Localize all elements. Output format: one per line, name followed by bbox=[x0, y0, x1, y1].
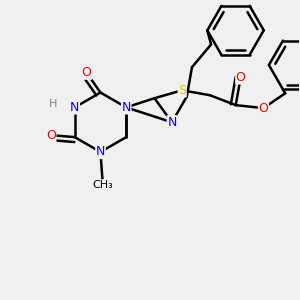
Text: O: O bbox=[259, 102, 269, 115]
Text: N: N bbox=[96, 146, 105, 158]
Text: N: N bbox=[70, 101, 80, 114]
Text: S: S bbox=[178, 84, 186, 97]
Text: N: N bbox=[122, 101, 131, 114]
Text: O: O bbox=[236, 71, 246, 84]
Text: O: O bbox=[82, 66, 92, 79]
Text: N: N bbox=[167, 116, 177, 129]
Text: CH₃: CH₃ bbox=[92, 180, 113, 190]
Text: H: H bbox=[49, 99, 57, 110]
Text: O: O bbox=[46, 129, 56, 142]
